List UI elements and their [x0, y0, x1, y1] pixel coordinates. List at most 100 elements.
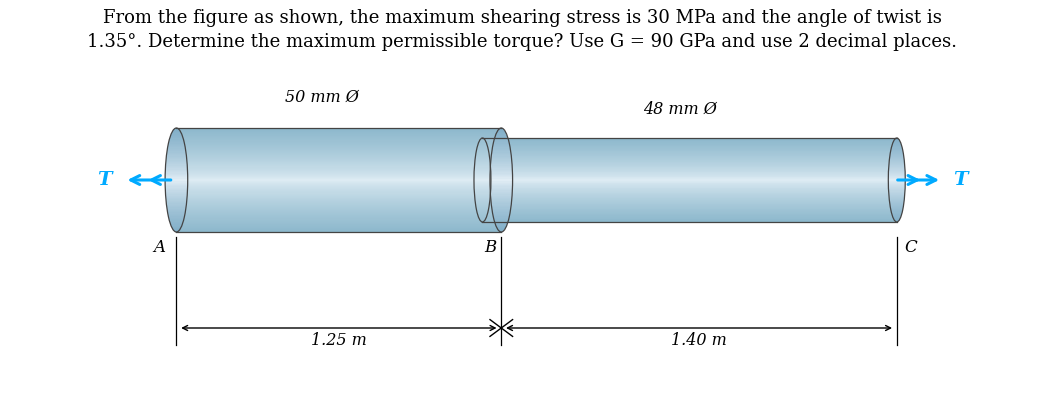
Polygon shape	[478, 144, 488, 145]
Polygon shape	[888, 185, 905, 186]
Polygon shape	[477, 210, 489, 212]
Polygon shape	[498, 129, 504, 130]
Polygon shape	[176, 130, 501, 131]
Polygon shape	[482, 202, 897, 203]
Polygon shape	[176, 182, 501, 183]
Polygon shape	[888, 186, 905, 187]
Polygon shape	[176, 205, 501, 206]
Polygon shape	[476, 152, 489, 153]
Polygon shape	[482, 155, 897, 156]
Polygon shape	[496, 224, 507, 226]
Polygon shape	[482, 201, 897, 202]
Polygon shape	[482, 207, 897, 208]
Polygon shape	[176, 210, 501, 211]
Polygon shape	[490, 178, 513, 179]
Polygon shape	[474, 180, 491, 181]
Polygon shape	[492, 203, 512, 205]
Polygon shape	[482, 177, 897, 178]
Polygon shape	[482, 211, 897, 212]
Polygon shape	[478, 142, 487, 143]
Polygon shape	[491, 160, 512, 162]
Polygon shape	[176, 222, 501, 223]
Polygon shape	[165, 178, 188, 179]
Polygon shape	[166, 202, 187, 203]
Polygon shape	[166, 193, 187, 194]
Polygon shape	[491, 192, 513, 193]
Polygon shape	[888, 167, 905, 168]
Polygon shape	[176, 161, 501, 162]
Polygon shape	[491, 196, 512, 197]
Polygon shape	[176, 166, 501, 168]
Polygon shape	[165, 180, 188, 181]
Polygon shape	[475, 195, 491, 196]
Polygon shape	[482, 206, 897, 207]
Polygon shape	[490, 180, 513, 181]
Polygon shape	[167, 207, 186, 209]
Polygon shape	[493, 214, 509, 215]
Polygon shape	[176, 183, 501, 184]
Polygon shape	[165, 190, 188, 192]
Polygon shape	[494, 220, 508, 222]
Polygon shape	[482, 176, 897, 177]
Polygon shape	[176, 157, 501, 158]
Polygon shape	[166, 196, 187, 197]
Polygon shape	[167, 150, 186, 151]
Polygon shape	[491, 197, 512, 198]
Polygon shape	[176, 164, 501, 166]
Polygon shape	[176, 227, 501, 228]
Polygon shape	[476, 154, 490, 155]
Polygon shape	[492, 205, 512, 206]
Polygon shape	[477, 148, 489, 150]
Polygon shape	[176, 154, 501, 155]
Polygon shape	[176, 177, 501, 178]
Polygon shape	[492, 206, 511, 207]
Polygon shape	[474, 173, 491, 174]
Polygon shape	[166, 155, 187, 156]
Polygon shape	[176, 170, 501, 171]
Polygon shape	[176, 181, 501, 182]
Polygon shape	[176, 228, 501, 229]
Polygon shape	[894, 141, 900, 142]
Text: C: C	[904, 239, 917, 256]
Polygon shape	[889, 197, 904, 198]
Polygon shape	[474, 170, 491, 172]
Polygon shape	[888, 192, 905, 194]
Polygon shape	[172, 132, 181, 133]
Polygon shape	[482, 188, 897, 189]
Polygon shape	[482, 215, 897, 216]
Polygon shape	[167, 209, 186, 210]
Polygon shape	[497, 228, 505, 229]
Polygon shape	[475, 156, 490, 157]
Polygon shape	[172, 130, 181, 132]
Polygon shape	[165, 189, 188, 190]
Polygon shape	[888, 184, 905, 185]
Polygon shape	[482, 217, 897, 218]
Polygon shape	[889, 160, 904, 161]
Polygon shape	[166, 158, 187, 159]
Polygon shape	[891, 206, 903, 207]
Polygon shape	[891, 207, 903, 208]
Polygon shape	[482, 154, 897, 155]
Polygon shape	[889, 201, 904, 202]
Polygon shape	[492, 207, 511, 209]
Polygon shape	[176, 200, 501, 201]
Polygon shape	[168, 216, 185, 218]
Polygon shape	[176, 142, 501, 144]
Polygon shape	[889, 157, 904, 158]
Polygon shape	[176, 225, 501, 226]
Polygon shape	[176, 186, 501, 187]
Polygon shape	[166, 156, 187, 158]
Polygon shape	[892, 212, 902, 214]
Polygon shape	[494, 216, 509, 218]
Polygon shape	[176, 199, 501, 200]
Polygon shape	[888, 194, 905, 195]
Polygon shape	[176, 229, 501, 230]
Polygon shape	[170, 223, 183, 224]
Polygon shape	[893, 217, 901, 218]
Polygon shape	[494, 138, 508, 140]
Polygon shape	[888, 165, 905, 166]
Polygon shape	[475, 157, 490, 158]
Polygon shape	[496, 134, 507, 136]
Polygon shape	[176, 213, 501, 214]
Polygon shape	[490, 181, 513, 182]
